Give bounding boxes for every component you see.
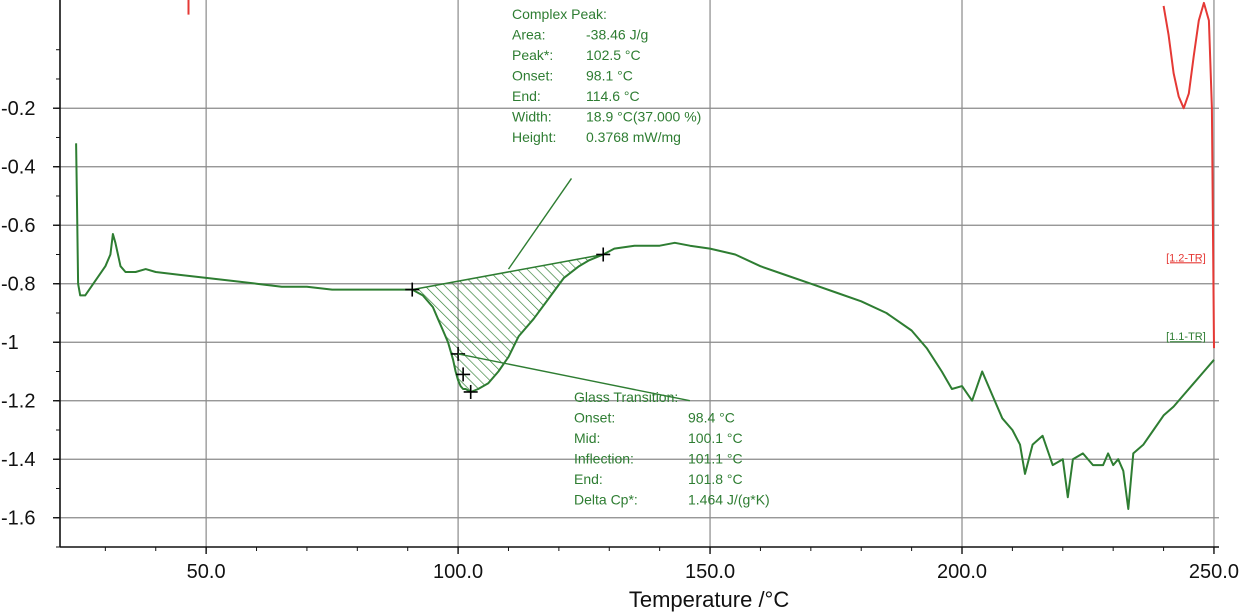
complex-peak-key: Width:: [512, 109, 552, 125]
complex-peak-key: Onset:: [512, 68, 553, 84]
axes: [53, 0, 1219, 554]
glass-transition-value: 100.1 °C: [688, 430, 743, 446]
complex-peak-value: 102.5 °C: [586, 47, 641, 63]
complex-peak-key: Area:: [512, 27, 545, 43]
x-tick-label: 250.0: [1189, 561, 1239, 583]
y-tick-label: -1.2: [1, 391, 35, 413]
x-axis-title: Temperature /°C: [629, 587, 790, 612]
glass-transition-key: Inflection:: [574, 451, 634, 467]
glass-transition-key: Glass Transition:: [574, 389, 678, 405]
labels: -0.2 -0.4 -0.6 -0.8 -1 -1.2 -1.4 -1.6 50.0 100.0 1…: [1, 98, 1239, 612]
complex-peak-key: Peak*:: [512, 47, 553, 63]
y-tick-label: -0.8: [1, 274, 35, 296]
glass-transition-key: End:: [574, 471, 603, 487]
x-tick-label: 50.0: [187, 561, 226, 583]
complex-peak-key: End:: [512, 88, 541, 104]
curve-label: [1.2-TR]: [1166, 252, 1206, 264]
peak-baseline: [412, 253, 604, 291]
complex-peak-leader: [507, 178, 573, 270]
glass-transition-leader: [457, 353, 691, 402]
complex-peak-value: 0.3768 mW/mg: [586, 129, 681, 145]
y-tick-label: -1.4: [1, 449, 35, 471]
complex-peak-value: 98.1 °C: [586, 68, 633, 84]
glass-transition-key: Delta Cp*:: [574, 492, 638, 508]
glass-transition-value: 101.1 °C: [688, 451, 743, 467]
complex-peak-value: 18.9 °C(37.000 %): [586, 109, 701, 125]
y-tick-label: -1: [1, 332, 19, 354]
glass-transition-value: 101.8 °C: [688, 471, 743, 487]
complex-peak-value: 114.6 °C: [586, 88, 640, 104]
annotations: Complex Peak: Area: -38.46 J/g Peak*: 102.5 …: [457, 6, 770, 508]
glass-transition-value: 1.464 J/(g*K): [688, 492, 770, 508]
glass-transition-key: Onset:: [574, 410, 615, 426]
grid: [60, 0, 1219, 547]
complex-peak-key: Height:: [512, 129, 556, 145]
x-tick-label: 200.0: [937, 561, 987, 583]
y-tick-label: -1.6: [1, 508, 35, 530]
y-tick-label: -0.6: [1, 215, 35, 237]
series-lines: [75, 0, 1215, 510]
curve-label: [1.1-TR]: [1166, 331, 1206, 343]
series-line-1.1-TR: [75, 143, 1215, 510]
glass-transition-value: 98.4 °C: [688, 410, 735, 426]
y-tick-label: -0.2: [1, 98, 35, 120]
complex-peak-key: Complex Peak:: [512, 6, 607, 22]
complex-peak-value: -38.46 J/g: [586, 27, 648, 43]
series-line-1.2-TR: [1162, 1, 1215, 349]
x-tick-label: 100.0: [433, 561, 483, 583]
glass-transition-key: Mid:: [574, 430, 600, 446]
x-tick-label: 150.0: [685, 561, 735, 583]
y-tick-label: -0.4: [1, 157, 35, 179]
